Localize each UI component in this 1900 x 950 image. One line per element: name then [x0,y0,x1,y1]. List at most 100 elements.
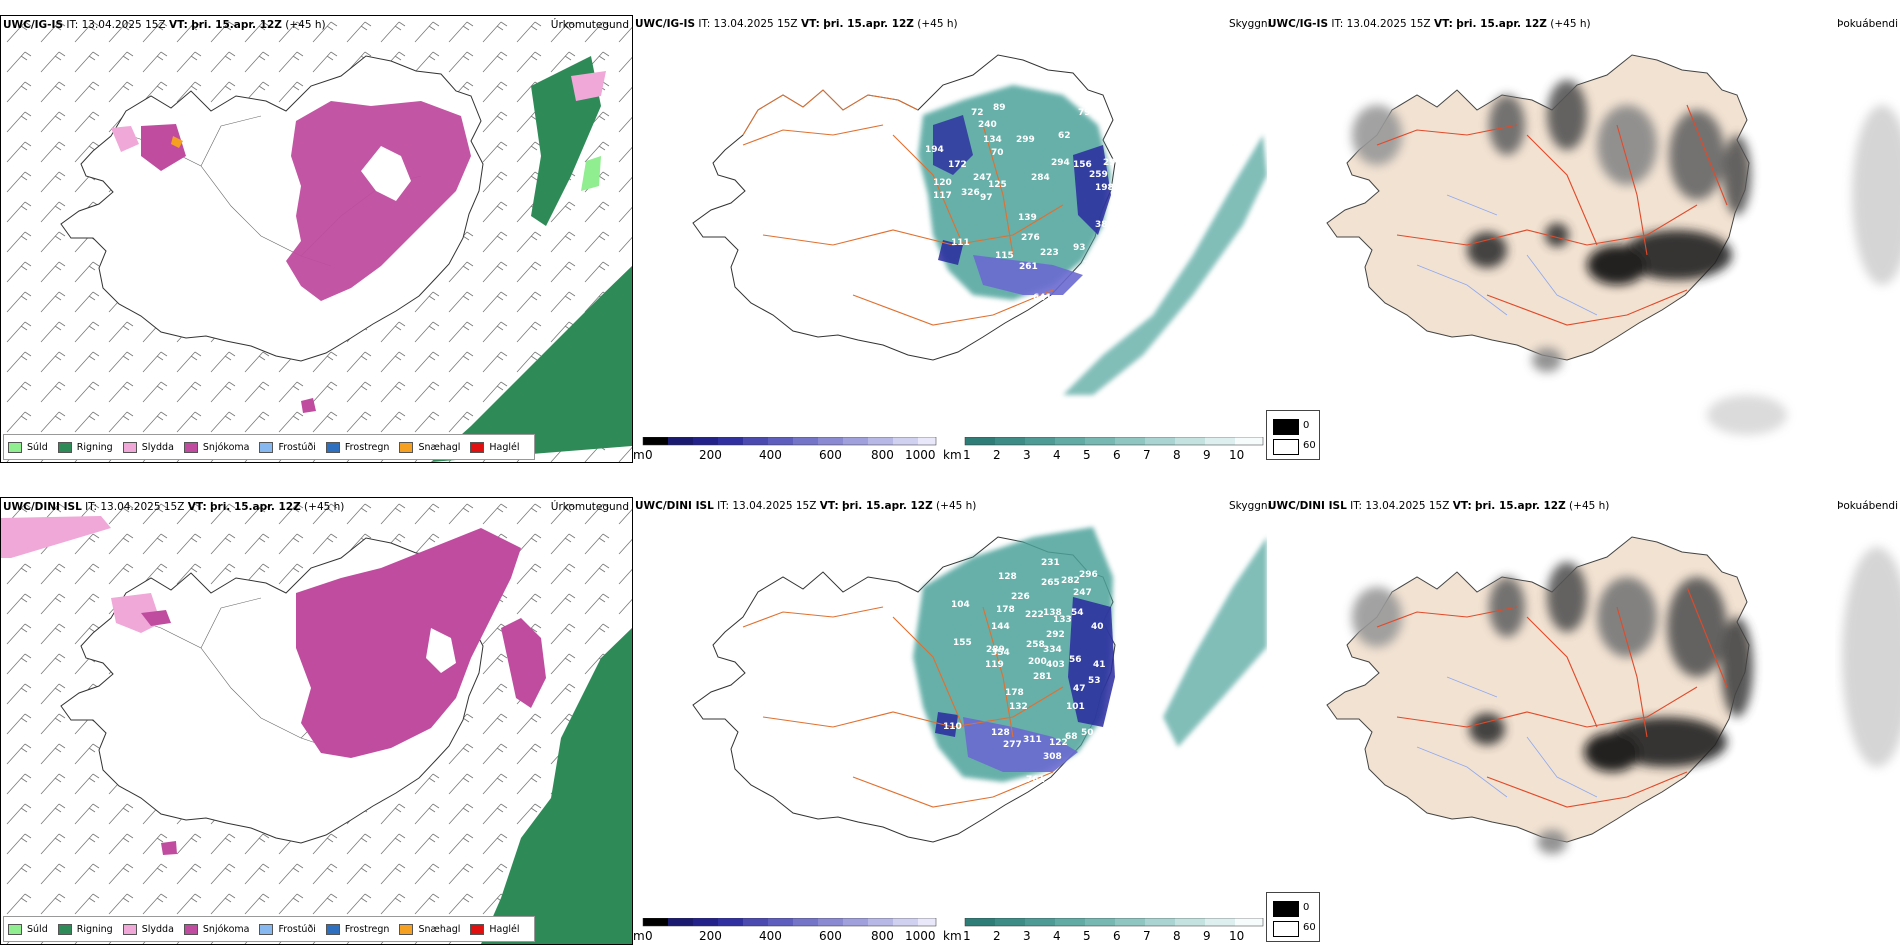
vis-label: 115 [995,251,1014,261]
colorbar-m-tick: 800 [871,929,894,942]
vis-label: 50 [1081,728,1094,738]
vis-label: 125 [988,180,1007,190]
vis-label: 97 [980,193,993,203]
legend-item-slydda: Slydda [122,441,174,453]
fog-map-bottom [1326,536,1900,854]
vis-label: 56 [1069,655,1082,665]
vis-label: 134 [983,135,1002,145]
visibility-map-top: 89 72 240 299 62 79 294 156 259 198 29 1… [692,54,1267,395]
colorbar-km-tick: 9 [1203,929,1211,942]
colorbar-km-tick: 4 [1053,929,1061,942]
vis-label: 111 [951,238,970,248]
vis-label: 222 [1025,610,1044,620]
vis-label: 132 [1009,702,1028,712]
fog-map-top [1326,54,1900,435]
vis-label: 261 [1019,262,1038,272]
colorbar-m-tick: 1000 [905,448,936,461]
fog-legend-top: 0 60 [1266,410,1320,460]
precip-legend-bottom: Súld Rigning Slydda Snjókoma Frostúði Fr… [3,916,535,942]
vis-label: 289 [986,645,1005,655]
vis-label: 146 [863,243,882,253]
panel-title-fog-bottom: Þokuábendi [1837,500,1898,512]
vis-label: 281 [1033,672,1052,682]
legend-item-haglel: Haglél [470,441,520,453]
vis-label: 13 [893,378,906,388]
vis-label: 156 [1073,160,1092,170]
colorbar-m-tick: 200 [699,929,722,942]
panel-title-visibility-top: Skyggni [1229,18,1271,30]
colorbar-m-tick: 600 [819,929,842,942]
legend-item-frostregn: Frostregn [325,441,389,453]
vis-label: 47 [1073,684,1086,694]
vis-label: 110 [943,722,962,732]
header-top-fog: UWC/IG-IS IT: 13.04.2025 15Z VT: þri. 15… [1268,18,1591,30]
vis-label: 119 [985,660,1004,670]
vis-label: 38 [1095,220,1108,230]
vis-label: 139 [1018,213,1037,223]
colorbar-m-bottom: m 0 200 400 600 800 1000 [633,917,939,943]
panel-title-precip-top: Úrkomutegund [550,19,629,31]
legend-item-haglel: Haglél [470,923,520,935]
colorbar-km-tick: 4 [1053,448,1061,461]
colorbar-km-tick: 3 [1023,448,1031,461]
colorbar-km-tick: 3 [1023,929,1031,942]
colorbar-m-tick: 0 [645,448,653,461]
vis-label: 231 [1041,558,1060,568]
vis-label: 403 [1046,660,1065,670]
vis-label: 226 [1011,592,1030,602]
vis-label: 138 [1043,608,1062,618]
legend-item-sudl: Súld [8,441,48,453]
colorbar-km-tick: 1 [963,448,971,461]
vis-label: 6 [1109,204,1115,214]
panel-title-precip-bottom: Úrkomutegund [550,501,629,513]
vis-label: 311 [1023,735,1042,745]
legend-item-frostudi: Frostúði [259,441,316,453]
panel-title-fog-top: Þokuábendi [1837,18,1898,30]
colorbar-km-top: km 1 2 3 4 5 6 7 8 9 10 [943,436,1265,462]
vis-label: 104 [951,600,970,610]
vis-label: 276 [1021,233,1040,243]
header-bottom-visibility: UWC/DINI ISL IT: 13.04.2025 15Z VT: þri.… [635,500,977,512]
header-bottom-precip: UWC/DINI ISL IT: 13.04.2025 15Z VT: þri.… [3,501,345,513]
legend-item-snjokoma: Snjókoma [183,923,249,935]
vis-label: 292 [1046,630,1065,640]
vis-label: 93 [1073,243,1086,253]
vis-label: 223 [1040,248,1059,258]
vis-label: 155 [953,638,972,648]
vis-label: 240 [978,120,997,130]
vis-label: 247 [1073,588,1092,598]
colorbar-km-tick: 6 [1113,929,1121,942]
vis-label: 326 [961,188,980,198]
precip-type-panel-top: UWC/IG-IS IT: 13.04.2025 15Z VT: þri. 15… [0,15,633,463]
colorbar-km-unit: km [943,929,962,942]
colorbar-m-tick: 400 [759,929,782,942]
visibility-map-bottom: 128 231 265 282 296 247 104 178 226 222 … [692,527,1267,872]
vis-label: 334 [1043,645,1062,655]
legend-item-snjokoma: Snjókoma [183,441,249,453]
vis-label: 62 [1058,131,1071,141]
visibility-panel-bottom: 128 231 265 282 296 247 104 178 226 222 … [633,497,1271,945]
vis-label: 71 [731,118,744,128]
vis-label: 76 [1083,260,1096,270]
colorbar-km-tick: 9 [1203,448,1211,461]
precip-type-map-top [1,16,632,462]
vis-label: 133 [1053,615,1072,625]
legend-item-rigning: Rigning [57,923,113,935]
vis-label: 117 [933,191,952,201]
vis-label: 299 [1016,135,1035,145]
precip-type-map-bottom [1,498,632,944]
vis-label: 294 [1051,158,1070,168]
colorbar-km-tick: 1 [963,929,971,942]
vis-label: 122 [1049,738,1068,748]
vis-label: 198 [1095,183,1114,193]
vis-label: 29 [1103,158,1116,168]
vis-label: 194 [925,145,944,155]
visibility-panel-top: 89 72 240 299 62 79 294 156 259 198 29 1… [633,15,1271,463]
vis-label: 33 [773,148,786,158]
vis-label: 296 [1079,570,1098,580]
vis-label: 89 [993,103,1006,113]
visibility-value-labels-bottom: 128 231 265 282 296 247 104 178 226 222 … [738,558,1126,872]
colorbar-km-tick: 10 [1229,448,1244,461]
vis-label: 641 [1033,293,1052,303]
colorbar-m-tick: 0 [645,929,653,942]
